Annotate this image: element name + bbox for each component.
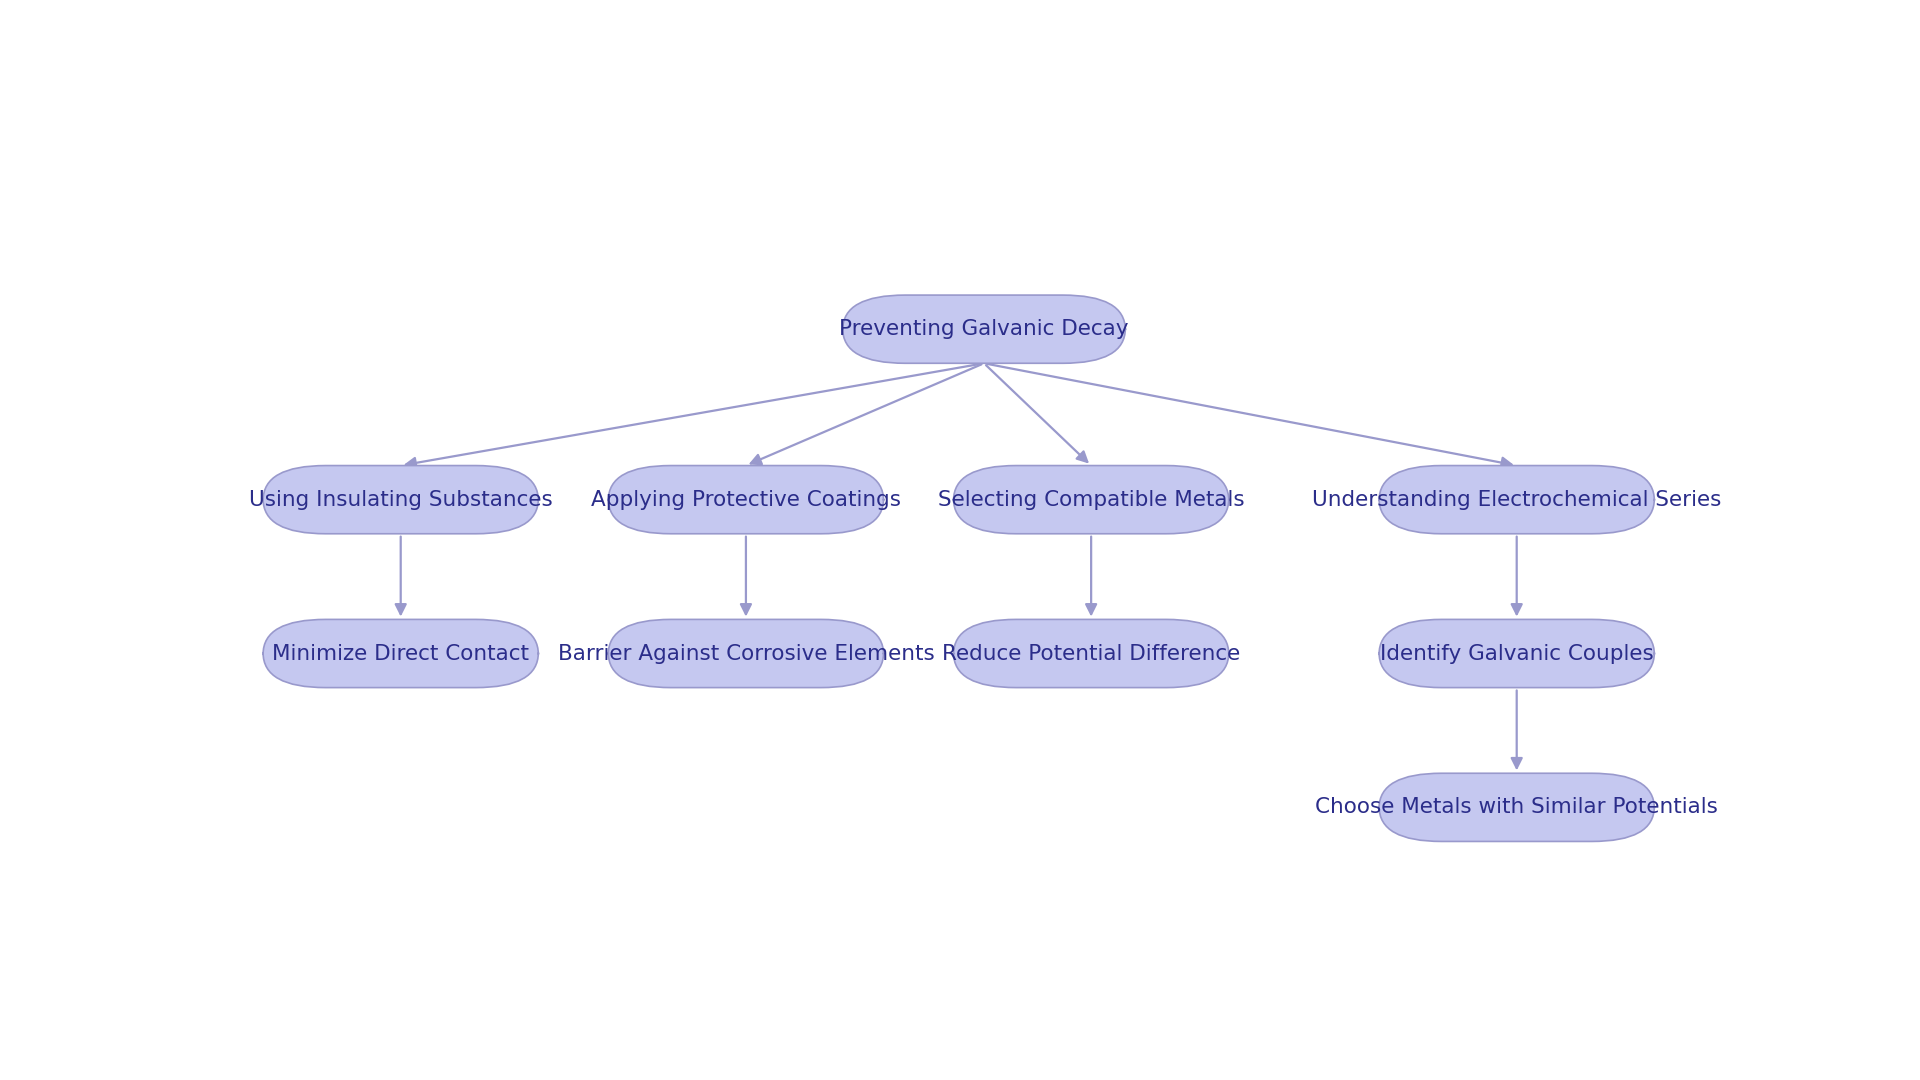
- Text: Preventing Galvanic Decay: Preventing Galvanic Decay: [839, 320, 1129, 339]
- Text: Using Insulating Substances: Using Insulating Substances: [250, 489, 553, 510]
- FancyBboxPatch shape: [263, 465, 538, 534]
- FancyBboxPatch shape: [843, 295, 1125, 363]
- Text: Applying Protective Coatings: Applying Protective Coatings: [591, 489, 900, 510]
- Text: Identify Galvanic Couples: Identify Galvanic Couples: [1380, 644, 1653, 663]
- FancyBboxPatch shape: [1379, 465, 1655, 534]
- FancyBboxPatch shape: [1379, 620, 1655, 688]
- FancyBboxPatch shape: [609, 465, 883, 534]
- FancyBboxPatch shape: [954, 620, 1229, 688]
- FancyBboxPatch shape: [954, 465, 1229, 534]
- FancyBboxPatch shape: [609, 620, 883, 688]
- FancyBboxPatch shape: [263, 620, 538, 688]
- Text: Understanding Electrochemical Series: Understanding Electrochemical Series: [1311, 489, 1722, 510]
- Text: Barrier Against Corrosive Elements: Barrier Against Corrosive Elements: [557, 644, 935, 663]
- FancyBboxPatch shape: [1379, 773, 1655, 841]
- Text: Reduce Potential Difference: Reduce Potential Difference: [943, 644, 1240, 663]
- Text: Minimize Direct Contact: Minimize Direct Contact: [273, 644, 530, 663]
- Text: Selecting Compatible Metals: Selecting Compatible Metals: [937, 489, 1244, 510]
- Text: Choose Metals with Similar Potentials: Choose Metals with Similar Potentials: [1315, 797, 1718, 818]
